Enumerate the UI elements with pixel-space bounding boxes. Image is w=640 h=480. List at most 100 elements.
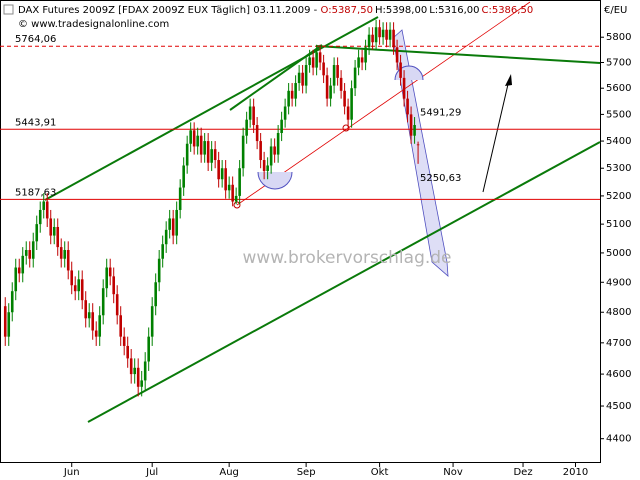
candle-body: [31, 241, 35, 259]
candle-body: [297, 72, 301, 84]
candle-body: [42, 201, 46, 210]
candle-body: [84, 300, 88, 319]
candle-body: [378, 27, 381, 38]
candle-body: [413, 125, 416, 136]
y-tick-label: 4800: [606, 307, 631, 318]
candle-body: [80, 279, 84, 301]
y-tick-label: 4900: [606, 277, 631, 288]
candle-body: [119, 315, 122, 337]
x-tick-label: Jun: [63, 467, 80, 478]
candle-body: [129, 358, 133, 375]
annotation: 5250,63: [420, 173, 461, 184]
candle-body: [283, 106, 287, 120]
candle-body: [189, 130, 192, 144]
candle-body: [108, 267, 112, 277]
y-tick-label: 4600: [606, 369, 631, 380]
candle-body: [161, 244, 164, 259]
candle-body: [259, 141, 262, 161]
marker-circle: [233, 201, 241, 209]
y-tick-label: 4500: [606, 401, 631, 412]
candle-body: [294, 83, 297, 99]
x-tick-label: Nov: [443, 467, 463, 478]
header: DAX Futures 2009Z [FDAX 2009Z EUX Täglic…: [18, 5, 533, 16]
candle-body: [210, 149, 213, 163]
candle-body: [360, 57, 364, 63]
candle-body: [339, 77, 343, 91]
candle-body: [49, 218, 53, 236]
candle-body: [115, 294, 119, 316]
plot-frame: [0, 0, 601, 463]
candle-body: [56, 226, 60, 248]
candle-body: [203, 141, 206, 155]
x-tick-label: Jul: [145, 467, 158, 478]
candle-body: [332, 65, 336, 86]
candle-body: [192, 130, 196, 147]
candle-body: [122, 336, 126, 346]
x-tick-label: Sep: [297, 467, 316, 478]
x-tick-label: 2010: [563, 467, 588, 478]
candle-body: [14, 267, 18, 292]
candle-body: [217, 160, 220, 180]
candle-body: [234, 195, 238, 202]
candle-body: [101, 288, 105, 316]
candle-body: [133, 367, 136, 375]
candle-body: [252, 106, 255, 126]
candle-body: [266, 165, 269, 171]
x-tick-label: Aug: [219, 467, 239, 478]
candle-body: [157, 258, 161, 283]
candle-body: [126, 345, 129, 359]
candle-body: [136, 367, 140, 387]
candle-body: [154, 282, 157, 307]
candle-body: [147, 336, 150, 362]
candle-body: [336, 65, 339, 78]
trend-line: [315, 45, 601, 64]
candle-body: [73, 285, 77, 292]
y-tick-label: 5800: [606, 32, 631, 43]
candle-body: [24, 250, 28, 256]
candle-body: [52, 226, 56, 236]
candle-body: [206, 141, 210, 163]
y-tick-label: 5500: [606, 109, 631, 120]
candle-body: [346, 106, 350, 120]
candle-body: [35, 224, 39, 242]
candle-body: [213, 149, 217, 161]
y-tick-label: 5100: [606, 219, 631, 230]
candle-body: [185, 143, 189, 166]
source: © www.tradesignalonline.com: [18, 19, 169, 30]
y-tick-label: 4700: [606, 338, 631, 349]
candle-body: [196, 135, 199, 147]
candle-body: [318, 52, 322, 63]
candle-body: [255, 125, 259, 142]
candle-body: [38, 209, 42, 225]
candle-body: [94, 330, 98, 337]
level-label: 5443,91: [15, 117, 56, 128]
candle-body: [287, 90, 290, 107]
candle-body: [371, 34, 374, 43]
candle-body: [367, 34, 371, 48]
candle-body: [199, 135, 203, 155]
y-tick-label: 5600: [606, 83, 631, 94]
candle-body: [290, 90, 294, 99]
candle-body: [45, 201, 49, 219]
candle-body: [392, 29, 395, 48]
level-label: 5187,63: [15, 187, 56, 198]
candle-body: [385, 29, 388, 40]
candle-body: [224, 168, 227, 191]
candle-body: [178, 187, 182, 210]
candle-body: [273, 146, 276, 155]
y-tick-label: 5300: [606, 163, 631, 174]
unit-label: €/EU: [604, 5, 627, 16]
candle-body: [381, 29, 385, 38]
candle-body: [329, 85, 332, 99]
candle-body: [311, 57, 315, 68]
y-tick-label: 4400: [606, 434, 631, 445]
candle-body: [227, 184, 231, 191]
trend-line: [236, 1, 531, 206]
candle-body: [406, 98, 409, 115]
candle-body: [245, 119, 248, 136]
candle-body: [7, 312, 11, 337]
candle-body: [63, 250, 67, 259]
candle-body: [315, 52, 318, 68]
arrow-head: [505, 74, 512, 86]
